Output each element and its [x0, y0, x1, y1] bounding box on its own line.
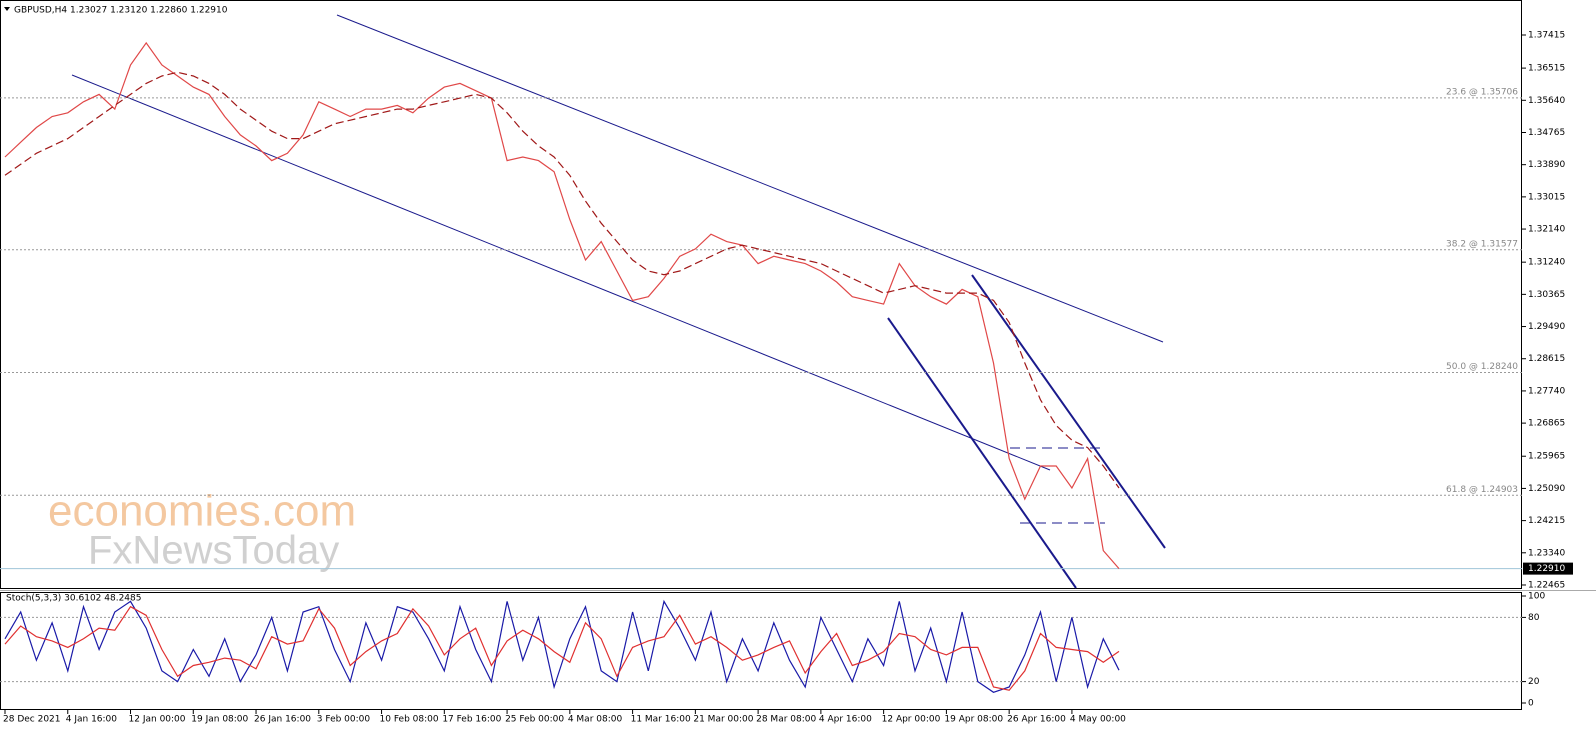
x-tick-label: 10 Feb 08:00: [380, 715, 439, 725]
x-tick-label: 26 Apr 16:00: [1007, 715, 1066, 725]
chart-title: GBPUSD,H4 1.23027 1.23120 1.22860 1.2291…: [14, 6, 228, 16]
x-tick-label: 3 Feb 00:00: [317, 715, 371, 725]
steep-lower: [887, 317, 1077, 589]
x-tick-label: 25 Feb 00:00: [505, 715, 564, 725]
x-tick-label: 17 Feb 16:00: [442, 715, 501, 725]
y-tick-label: 1.26865: [1528, 419, 1565, 429]
watermark: economies.com: [48, 487, 356, 536]
fib-label: 50.0 @ 1.28240: [1446, 362, 1518, 372]
x-tick-label: 11 Mar 16:00: [631, 715, 691, 725]
x-tick-label: 12 Jan 00:00: [129, 715, 186, 725]
y-tick-label: 1.28615: [1528, 354, 1565, 364]
steep-upper: [971, 274, 1166, 549]
y-tick-label: 1.33015: [1528, 192, 1565, 202]
x-tick-label: 4 May 00:00: [1070, 715, 1126, 725]
y-tick-label: 1.34765: [1528, 128, 1565, 138]
channel-lower: [71, 74, 1051, 471]
stoch-title: Stoch(5,3,3) 30.6102 48.2485: [6, 594, 141, 604]
y-tick-label: 1.33890: [1528, 160, 1565, 170]
watermark: FxNewsToday: [88, 529, 339, 573]
title-arrow: [4, 7, 10, 11]
y-tick-label: 100: [1528, 592, 1545, 602]
y-tick-label: 1.22465: [1528, 580, 1565, 590]
x-tick-label: 4 Apr 16:00: [819, 715, 872, 725]
series-line: [4, 599, 1120, 693]
y-tick-label: 1.25965: [1528, 452, 1565, 462]
x-tick-label: 4 Mar 08:00: [568, 715, 623, 725]
fib-label: 23.6 @ 1.35706: [1446, 87, 1518, 97]
x-tick-label: 28 Mar 08:00: [756, 715, 816, 725]
y-tick-label: 1.36515: [1528, 64, 1565, 74]
main-frame: [0, 0, 1522, 589]
x-tick-label: 26 Jan 16:00: [254, 715, 311, 725]
channel-upper: [336, 14, 1164, 343]
series-line: [4, 41, 1120, 569]
y-tick-label: 1.30365: [1528, 290, 1565, 300]
x-tick-label: 28 Dec 2021: [3, 715, 61, 725]
y-tick-label: 20: [1528, 677, 1540, 687]
y-tick-label: 1.29490: [1528, 322, 1565, 332]
y-tick-label: 80: [1528, 613, 1540, 623]
y-tick-label: 0: [1528, 699, 1534, 709]
current-price-box: [1523, 562, 1573, 575]
y-tick-label: 1.25090: [1528, 484, 1565, 494]
x-tick-label: 19 Apr 08:00: [944, 715, 1003, 725]
series-line: [4, 605, 1120, 691]
fib-label: 61.8 @ 1.24903: [1446, 485, 1518, 495]
series-line: [4, 71, 1120, 489]
x-tick-label: 12 Apr 00:00: [882, 715, 941, 725]
x-tick-label: 19 Jan 08:00: [191, 715, 248, 725]
fib-label: 38.2 @ 1.31577: [1446, 239, 1518, 249]
y-tick-label: 1.31240: [1528, 258, 1565, 268]
stoch-frame: [0, 592, 1522, 710]
x-tick-label: 4 Jan 16:00: [66, 715, 118, 725]
y-tick-label: 1.24215: [1528, 516, 1565, 526]
y-tick-label: 1.27740: [1528, 386, 1565, 396]
y-tick-label: 1.37415: [1528, 30, 1565, 40]
x-tick-label: 21 Mar 00:00: [693, 715, 753, 725]
y-tick-label: 1.35640: [1528, 96, 1565, 106]
y-tick-label: 1.32140: [1528, 225, 1565, 235]
y-tick-label: 1.23340: [1528, 548, 1565, 558]
drawings: [71, 14, 1166, 589]
current-price-label: 1.22910: [1528, 564, 1565, 574]
